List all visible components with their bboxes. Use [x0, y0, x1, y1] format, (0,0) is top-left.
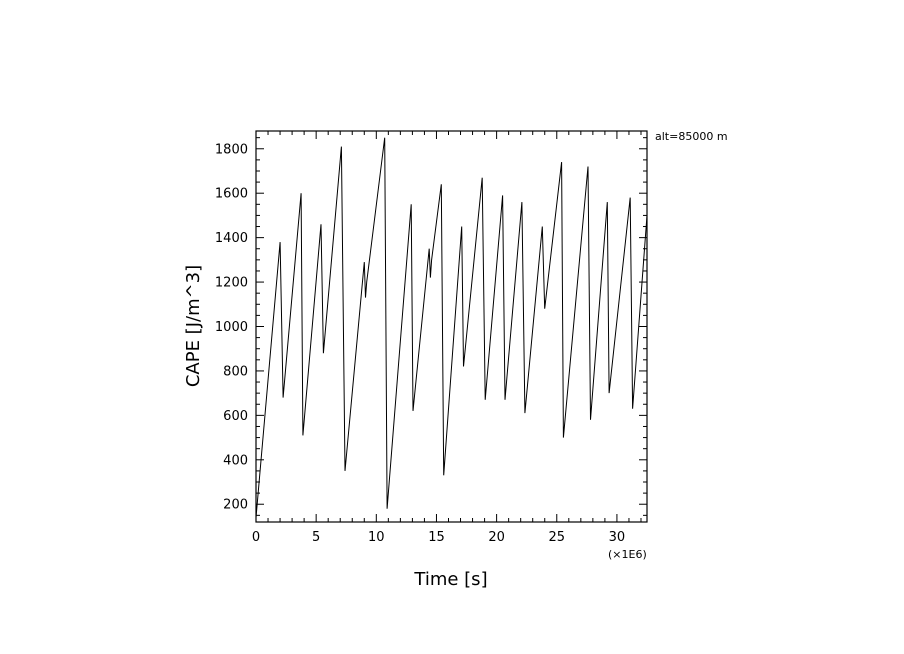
x-tick-label: 20: [488, 530, 505, 545]
y-tick-label: 1800: [215, 142, 248, 157]
x-tick-label: 10: [368, 530, 385, 545]
y-tick-label: 400: [223, 453, 248, 468]
y-tick-label: 1400: [215, 231, 248, 246]
y-tick-label: 600: [223, 409, 248, 424]
y-tick-label: 1600: [215, 187, 248, 202]
y-tick-label: 1200: [215, 276, 248, 291]
x-tick-label: 25: [548, 530, 565, 545]
y-tick-label: 200: [223, 498, 248, 513]
data-series: [255, 137, 648, 518]
x-tick-label: 15: [428, 530, 445, 545]
x-axis-title: Time [s]: [413, 569, 487, 590]
altitude-annotation: alt=85000 m: [655, 130, 728, 143]
x-tick-label: 0: [252, 530, 260, 545]
x-tick-label: 5: [312, 530, 320, 545]
axis-tick-labels: 0 5 10 15 20 25 30 200 400 600 800 1000 1200 1400 1600…: [215, 142, 625, 545]
x-tick-label: 30: [609, 530, 626, 545]
axis-ticks: [255, 131, 647, 522]
y-tick-label: 800: [223, 364, 248, 379]
y-axis-title: CAPE [J/m^3]: [183, 265, 204, 387]
y-tick-label: 1000: [215, 320, 248, 335]
series-line-0: [255, 137, 648, 518]
x-multiplier-label: (×1E6): [608, 548, 647, 561]
